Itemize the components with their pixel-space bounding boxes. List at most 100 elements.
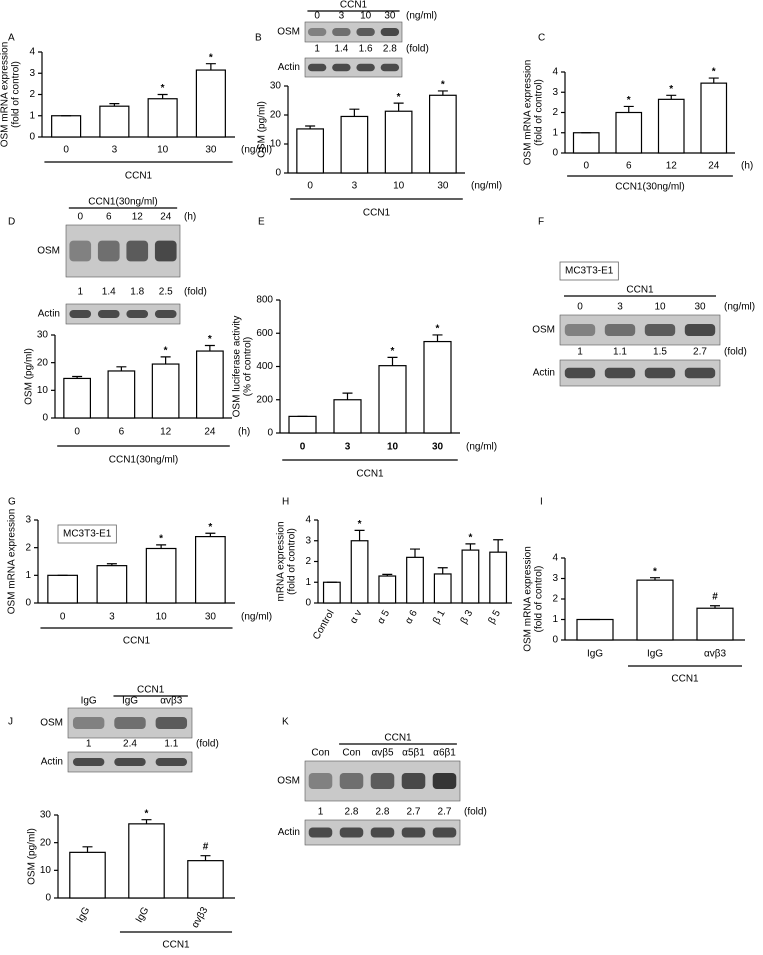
significance: * (208, 522, 212, 533)
significance: * (159, 534, 163, 545)
fold-value: 1.1 (164, 739, 178, 750)
significance: * (712, 67, 716, 78)
x-tick-label: IgG (587, 649, 603, 660)
significance: * (208, 334, 212, 345)
blot-band (126, 240, 149, 262)
lane-label: 10 (654, 302, 666, 313)
bar (576, 618, 614, 641)
error-bar (106, 563, 117, 566)
blot-band (307, 28, 327, 36)
lane-label: 3 (339, 11, 345, 22)
error-bar (305, 125, 316, 129)
x-tick-label: 0 (307, 181, 313, 192)
y-axis-label: (fold of control) (287, 528, 298, 595)
significance: * (145, 808, 149, 819)
group-label: CCN1 (356, 469, 384, 480)
x-tick-label: 24 (708, 161, 720, 172)
fold-unit: (fold) (196, 739, 219, 750)
y-axis-label: OSM (pg/ml) (27, 828, 38, 885)
x-tick-label: 0 (63, 145, 69, 156)
fold-value: 2.7 (693, 347, 707, 358)
blot-band (307, 63, 327, 72)
error-bar (141, 819, 152, 824)
bar (296, 128, 325, 174)
lane-label: 6 (106, 212, 112, 223)
blot-band (564, 324, 596, 336)
lane-label: αvβ5 (371, 748, 394, 759)
x-tick-label: α 5 (376, 608, 393, 626)
y-tick-label: 1 (552, 127, 558, 138)
lane-label: α6β1 (433, 748, 456, 759)
blot-band (308, 773, 333, 789)
y-tick-label: 2 (25, 542, 31, 553)
bar (429, 94, 457, 174)
group-label: CCN1(30ng/ml) (615, 182, 684, 193)
panel-letter: E (258, 217, 265, 228)
y-axis-label: OSM mRNA expression (523, 60, 534, 166)
panel-letter: I (540, 497, 543, 508)
significance: * (209, 52, 213, 63)
error-bar (116, 366, 127, 371)
error-bar (387, 356, 398, 366)
group-label: CCN1 (162, 940, 190, 951)
blot-strip (304, 21, 403, 43)
fold-value: 1.6 (359, 44, 373, 55)
significance: * (391, 346, 395, 357)
bar (195, 69, 226, 138)
x-tick-label: αvβ3 (704, 649, 727, 660)
fold-value: 1 (77, 287, 83, 298)
fold-unit: (fold) (464, 807, 487, 818)
x-tick-label: 30 (205, 145, 217, 156)
y-tick-label: 4 (552, 67, 558, 78)
row-label: Actin (278, 62, 300, 73)
fold-value: 2.4 (123, 739, 137, 750)
blot-band (114, 717, 146, 729)
row-label: OSM (40, 718, 63, 729)
y-tick-label: 0 (267, 428, 273, 439)
group-label: CCN1 (671, 674, 699, 685)
blot-band (97, 240, 120, 262)
error-bar (432, 334, 443, 342)
significance: * (358, 519, 362, 530)
bar (288, 415, 317, 434)
y-tick-label: 0 (552, 635, 558, 646)
lane-label: 30 (694, 302, 706, 313)
x-tick-label: 30 (432, 442, 444, 453)
blot-band (432, 773, 457, 789)
fold-value: 1.5 (653, 347, 667, 358)
y-tick-label: 0 (42, 413, 48, 424)
y-tick-label: 1 (29, 110, 35, 121)
y-tick-label: 30 (270, 81, 282, 92)
y-tick-label: 10 (40, 865, 52, 876)
x-unit: (ng/ml) (241, 145, 272, 156)
blot-band (370, 827, 395, 838)
error-bar (465, 543, 476, 551)
blot-title: CCN1(30ng/ml) (88, 197, 157, 208)
error-bar (160, 356, 171, 365)
y-tick-label: 4 (552, 553, 558, 564)
bar (700, 82, 728, 154)
blot-band (604, 324, 636, 336)
blot-band (308, 827, 333, 838)
blot-title: CCN1 (137, 685, 165, 696)
x-tick-label: 0 (60, 612, 66, 623)
blot-band (401, 827, 426, 838)
bar (489, 551, 508, 604)
y-tick-label: 4 (305, 515, 311, 526)
blot-band (604, 367, 636, 379)
blot-band (644, 367, 676, 379)
y-tick-label: 0 (25, 598, 31, 609)
error-bar (109, 103, 120, 107)
y-tick-label: 3 (29, 68, 35, 79)
blot-band (155, 758, 188, 766)
error-bar (410, 548, 420, 558)
lane-label: 0 (77, 212, 83, 223)
fold-value: 1.8 (130, 287, 144, 298)
x-tick-label: β 3 (459, 608, 476, 626)
lane-label: 10 (360, 11, 372, 22)
x-unit: (h) (741, 161, 753, 172)
bar (461, 549, 480, 604)
blot-band (332, 63, 351, 72)
y-tick-label: 2 (305, 556, 311, 567)
error-bar (710, 605, 720, 609)
